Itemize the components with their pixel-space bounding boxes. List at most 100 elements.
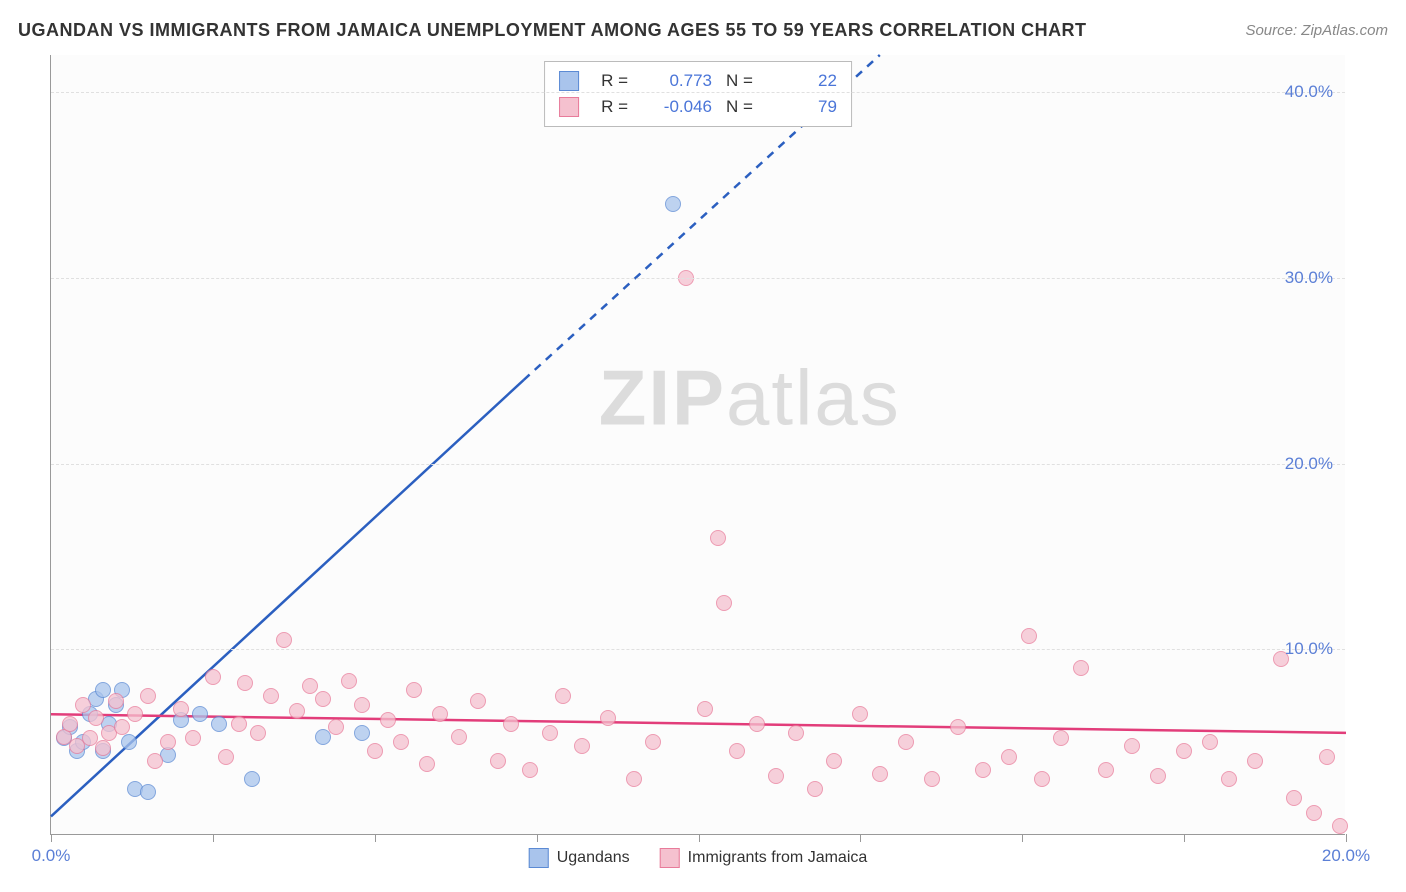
data-point — [302, 678, 318, 694]
data-point — [289, 703, 305, 719]
data-point — [192, 706, 208, 722]
data-point — [406, 682, 422, 698]
data-point — [1001, 749, 1017, 765]
data-point — [503, 716, 519, 732]
series-legend: Ugandans Immigrants from Jamaica — [529, 848, 868, 868]
data-point — [62, 716, 78, 732]
data-point — [108, 693, 124, 709]
data-point — [522, 762, 538, 778]
watermark: ZIPatlas — [599, 352, 901, 443]
data-point — [1202, 734, 1218, 750]
data-point — [898, 734, 914, 750]
x-tick-label: 20.0% — [1322, 846, 1370, 866]
r-value: 0.773 — [642, 68, 712, 94]
data-point — [205, 669, 221, 685]
data-point — [341, 673, 357, 689]
data-point — [244, 771, 260, 787]
y-tick-label: 40.0% — [1285, 82, 1333, 102]
data-point — [114, 719, 130, 735]
x-tick — [699, 834, 700, 842]
data-point — [490, 753, 506, 769]
x-tick-label: 0.0% — [32, 846, 71, 866]
legend-swatch-ugandans — [529, 848, 549, 868]
data-point — [380, 712, 396, 728]
r-value: -0.046 — [642, 94, 712, 120]
data-point — [218, 749, 234, 765]
data-point — [1247, 753, 1263, 769]
data-point — [788, 725, 804, 741]
data-point — [1221, 771, 1237, 787]
data-point — [1098, 762, 1114, 778]
data-point — [354, 697, 370, 713]
data-point — [231, 716, 247, 732]
data-point — [140, 688, 156, 704]
chart-container: UGANDAN VS IMMIGRANTS FROM JAMAICA UNEMP… — [0, 0, 1406, 892]
y-tick-label: 20.0% — [1285, 454, 1333, 474]
data-point — [276, 632, 292, 648]
x-tick — [51, 834, 52, 842]
x-tick — [860, 834, 861, 842]
data-point — [626, 771, 642, 787]
data-point — [697, 701, 713, 717]
trend-lines-layer — [51, 55, 1345, 834]
n-value: 79 — [767, 94, 837, 120]
data-point — [127, 706, 143, 722]
data-point — [665, 196, 681, 212]
data-point — [393, 734, 409, 750]
data-point — [574, 738, 590, 754]
data-point — [729, 743, 745, 759]
plot-area: ZIPatlas R = 0.773 N = 22 R = -0.046 N =… — [50, 55, 1345, 835]
data-point — [749, 716, 765, 732]
data-point — [555, 688, 571, 704]
data-point — [645, 734, 661, 750]
data-point — [872, 766, 888, 782]
gridline — [51, 278, 1345, 279]
data-point — [250, 725, 266, 741]
data-point — [237, 675, 253, 691]
data-point — [768, 768, 784, 784]
data-point — [1319, 749, 1335, 765]
data-point — [75, 697, 91, 713]
x-tick — [213, 834, 214, 842]
correlation-row: R = -0.046 N = 79 — [559, 94, 837, 120]
data-point — [975, 762, 991, 778]
data-point — [263, 688, 279, 704]
correlation-legend: R = 0.773 N = 22 R = -0.046 N = 79 — [544, 61, 852, 127]
data-point — [470, 693, 486, 709]
data-point — [95, 740, 111, 756]
data-point — [826, 753, 842, 769]
y-tick-label: 30.0% — [1285, 268, 1333, 288]
data-point — [1021, 628, 1037, 644]
y-tick-label: 10.0% — [1285, 639, 1333, 659]
data-point — [367, 743, 383, 759]
data-point — [1176, 743, 1192, 759]
data-point — [432, 706, 448, 722]
gridline — [51, 464, 1345, 465]
x-tick — [537, 834, 538, 842]
data-point — [147, 753, 163, 769]
data-point — [140, 784, 156, 800]
x-tick — [1346, 834, 1347, 842]
data-point — [315, 691, 331, 707]
legend-swatch-ugandans — [559, 71, 579, 91]
data-point — [1053, 730, 1069, 746]
data-point — [173, 701, 189, 717]
data-point — [1124, 738, 1140, 754]
data-point — [451, 729, 467, 745]
x-tick — [1184, 834, 1185, 842]
data-point — [1034, 771, 1050, 787]
data-point — [1073, 660, 1089, 676]
data-point — [710, 530, 726, 546]
data-point — [600, 710, 616, 726]
gridline — [51, 649, 1345, 650]
data-point — [160, 734, 176, 750]
data-point — [121, 734, 137, 750]
data-point — [852, 706, 868, 722]
legend-swatch-jamaica — [660, 848, 680, 868]
data-point — [328, 719, 344, 735]
data-point — [88, 710, 104, 726]
data-point — [924, 771, 940, 787]
data-point — [1332, 818, 1348, 834]
source-attribution: Source: ZipAtlas.com — [1245, 22, 1388, 39]
legend-item-jamaica: Immigrants from Jamaica — [660, 848, 868, 868]
